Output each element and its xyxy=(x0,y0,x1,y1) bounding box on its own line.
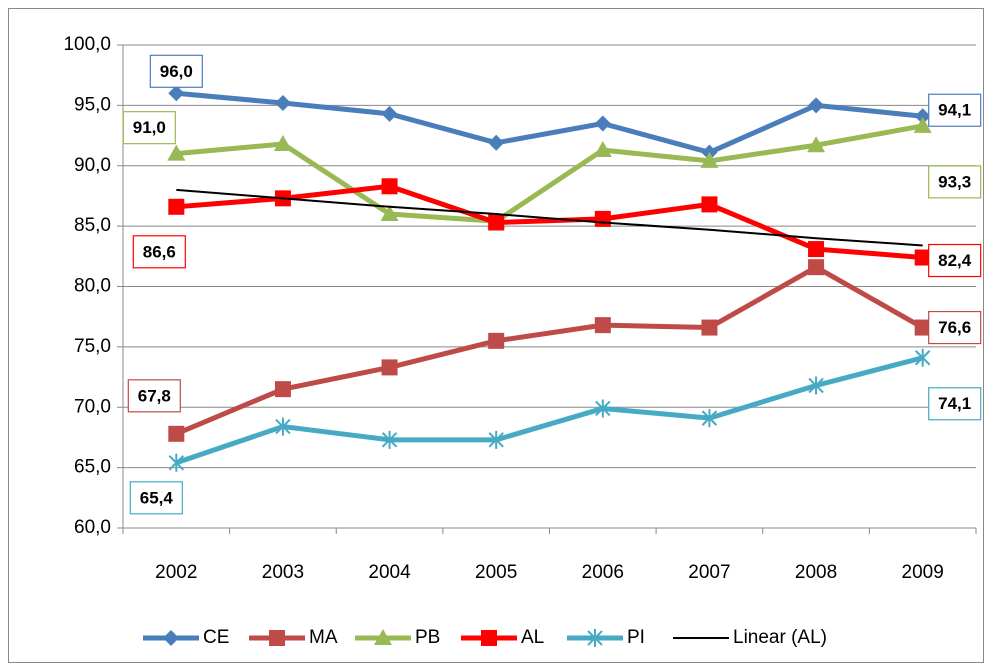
marker xyxy=(488,430,504,449)
marker xyxy=(701,196,718,213)
marker xyxy=(914,348,931,367)
marker xyxy=(595,399,611,418)
data-label: 67,8 xyxy=(138,386,171,405)
series-line xyxy=(176,183,923,261)
y-tick-label: 65,0 xyxy=(74,457,111,478)
data-label: 94,1 xyxy=(938,101,971,120)
marker xyxy=(808,376,824,395)
marker xyxy=(488,214,505,231)
legend-label: PB xyxy=(415,627,440,648)
data-label-box xyxy=(928,387,982,421)
data-label-box xyxy=(122,111,176,145)
data-label: 65,4 xyxy=(140,488,174,507)
x-tick-label: 2003 xyxy=(262,562,304,583)
data-label-box xyxy=(132,235,186,269)
series-line xyxy=(176,123,924,224)
marker xyxy=(168,425,185,442)
y-tick-label: 100,0 xyxy=(63,34,111,55)
x-tick-label: 2007 xyxy=(688,562,730,583)
data-label-box xyxy=(127,379,181,413)
data-label: 91,0 xyxy=(133,118,166,137)
marker xyxy=(701,409,718,428)
y-tick-label: 70,0 xyxy=(74,396,111,417)
y-tick-label: 75,0 xyxy=(74,336,111,357)
series: 67,8 76,6 xyxy=(127,259,982,442)
marker xyxy=(594,210,611,227)
x-tick-label: 2006 xyxy=(582,562,624,583)
series-line xyxy=(175,264,924,437)
marker xyxy=(807,136,826,153)
marker xyxy=(808,241,825,258)
data-label: 82,4 xyxy=(938,251,972,270)
x-tick-label: 2008 xyxy=(795,562,837,583)
y-tick-label: 60,0 xyxy=(74,517,111,538)
marker xyxy=(275,417,291,436)
marker xyxy=(381,105,398,122)
marker xyxy=(808,97,825,114)
trend-line xyxy=(176,188,923,247)
data-label: 86,6 xyxy=(143,242,176,261)
series-line xyxy=(175,355,924,466)
x-tick-label: 2009 xyxy=(902,562,944,583)
data-label-box xyxy=(928,93,982,127)
series: 86,6 82,4 xyxy=(132,178,982,278)
marker xyxy=(488,332,505,349)
data-label: 96,0 xyxy=(160,62,193,81)
legend-label: Linear (AL) xyxy=(733,627,827,648)
marker xyxy=(594,115,611,132)
marker xyxy=(168,85,185,102)
series: 65,4 74,1 xyxy=(129,348,982,515)
marker xyxy=(701,319,718,336)
marker xyxy=(274,381,291,398)
y-tick-label: 80,0 xyxy=(74,276,111,297)
series-line xyxy=(176,90,923,155)
x-tick-label: 2004 xyxy=(368,562,411,583)
data-label-box xyxy=(129,481,183,515)
marker xyxy=(594,317,611,334)
marker xyxy=(481,630,497,646)
legend-label: AL xyxy=(521,627,544,648)
series: 96,0 94,1 xyxy=(149,54,982,161)
data-label-box xyxy=(928,310,982,345)
series: 91,0 93,3 xyxy=(122,111,982,229)
marker xyxy=(913,116,932,133)
marker xyxy=(274,94,291,111)
marker xyxy=(374,629,392,645)
marker xyxy=(163,630,179,646)
marker xyxy=(488,134,505,151)
y-tick-label: 90,0 xyxy=(74,155,111,176)
data-label-box xyxy=(928,165,982,199)
marker xyxy=(914,249,931,266)
marker xyxy=(381,178,398,195)
x-tick-label: 2002 xyxy=(155,562,197,583)
y-tick-label: 95,0 xyxy=(74,94,111,115)
marker xyxy=(381,359,398,376)
marker xyxy=(700,151,719,168)
marker xyxy=(380,205,399,222)
marker xyxy=(168,453,185,472)
data-label: 74,1 xyxy=(938,394,971,413)
legend-label: MA xyxy=(309,627,338,648)
marker xyxy=(587,629,603,647)
legend-label: CE xyxy=(203,627,229,648)
x-tick-label: 2005 xyxy=(475,562,517,583)
marker xyxy=(167,144,186,161)
legend-label: PI xyxy=(627,627,645,648)
marker xyxy=(273,135,292,152)
data-label-box xyxy=(928,243,982,278)
y-tick-label: 85,0 xyxy=(74,215,111,236)
marker xyxy=(381,430,398,449)
data-label: 93,3 xyxy=(938,172,971,191)
data-label: 76,6 xyxy=(938,318,971,337)
data-label-box xyxy=(149,54,203,88)
marker xyxy=(808,259,825,276)
marker xyxy=(914,319,931,336)
marker xyxy=(593,141,612,158)
series xyxy=(176,188,923,247)
marker xyxy=(269,630,285,646)
marker xyxy=(168,198,185,215)
marker xyxy=(914,108,931,125)
